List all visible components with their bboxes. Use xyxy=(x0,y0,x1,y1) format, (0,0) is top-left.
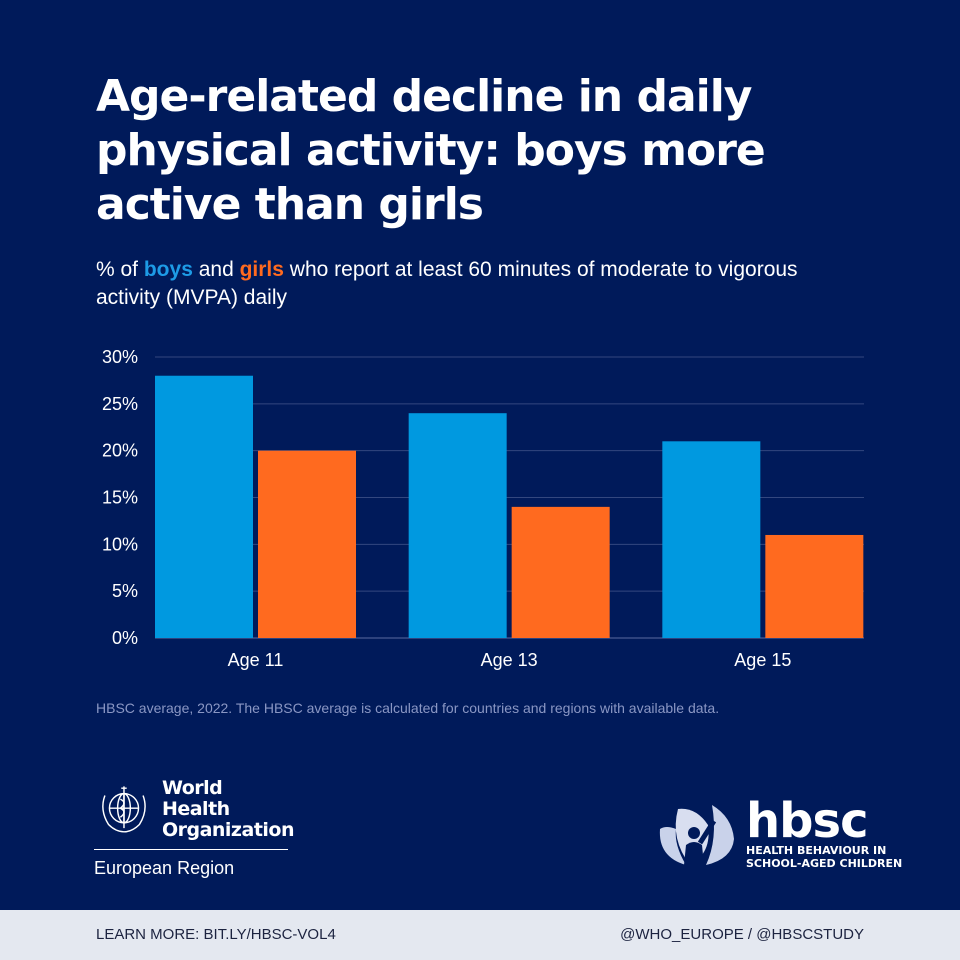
chart-subtitle: % of boys and girls who report at least … xyxy=(96,256,856,312)
subtitle-and: and xyxy=(192,258,240,281)
bar-boys-age-13 xyxy=(408,413,507,638)
hbsc-emblem-icon xyxy=(659,805,734,865)
x-category-label: Age 15 xyxy=(734,650,791,670)
who-region: European Region xyxy=(94,858,235,878)
legend-boys: boys xyxy=(143,258,193,281)
divider xyxy=(94,849,288,850)
y-tick-label: 15% xyxy=(102,488,138,508)
hbsc-wordmark: hbsc xyxy=(746,793,869,849)
social-handles[interactable]: @WHO_EUROPE / @HBSCSTUDY xyxy=(620,926,864,943)
x-category-label: Age 11 xyxy=(228,650,284,670)
y-tick-label: 25% xyxy=(102,394,138,414)
y-tick-label: 20% xyxy=(102,441,138,461)
who-name-line2: Organization xyxy=(161,819,295,841)
who-name-line1: World Health xyxy=(161,777,230,820)
page-title: Age-related decline in daily physical ac… xyxy=(96,71,766,230)
bar-boys-age-15 xyxy=(662,441,761,638)
x-category-label: Age 13 xyxy=(481,650,538,670)
bar-girls-age-15 xyxy=(765,534,864,638)
subtitle-prefix: % of xyxy=(96,258,144,281)
x-axis-labels: Age 11 Age 13 Age 15 xyxy=(228,650,792,670)
footer-bar: LEARN MORE: BIT.LY/HBSC-VOL4 @WHO_EUROPE… xyxy=(0,910,960,960)
legend-girls: girls xyxy=(239,258,284,281)
learn-more-link[interactable]: LEARN MORE: BIT.LY/HBSC-VOL4 xyxy=(96,926,336,943)
subtitle-suffix: who report at least 60 minutes of modera… xyxy=(96,258,798,309)
bar-boys-age-11 xyxy=(155,375,253,638)
source-note: HBSC average, 2022. The HBSC average is … xyxy=(96,700,720,716)
bar-girls-age-13 xyxy=(511,506,610,638)
bars xyxy=(155,375,864,638)
bar-chart: 0% 5% 10% 15% 20% 25% 30% Age 11 Age 13 Age 15 xyxy=(102,347,864,670)
hbsc-sub-line2: SCHOOL-AGED CHILDREN xyxy=(746,857,903,870)
y-axis-ticks: 0% 5% 10% 15% 20% 25% 30% xyxy=(102,347,138,648)
who-emblem-icon xyxy=(102,785,146,833)
who-logo[interactable]: World Health Organization European Regio… xyxy=(94,777,295,879)
y-tick-label: 30% xyxy=(102,347,138,367)
hbsc-sub-line1: HEALTH BEHAVIOUR IN xyxy=(746,844,887,857)
hbsc-logo[interactable]: hbsc HEALTH BEHAVIOUR IN SCHOOL-AGED CHI… xyxy=(656,793,903,870)
y-tick-label: 5% xyxy=(112,581,138,601)
y-tick-label: 10% xyxy=(102,534,138,554)
bar-girls-age-11 xyxy=(258,450,356,638)
y-tick-label: 0% xyxy=(112,628,138,648)
